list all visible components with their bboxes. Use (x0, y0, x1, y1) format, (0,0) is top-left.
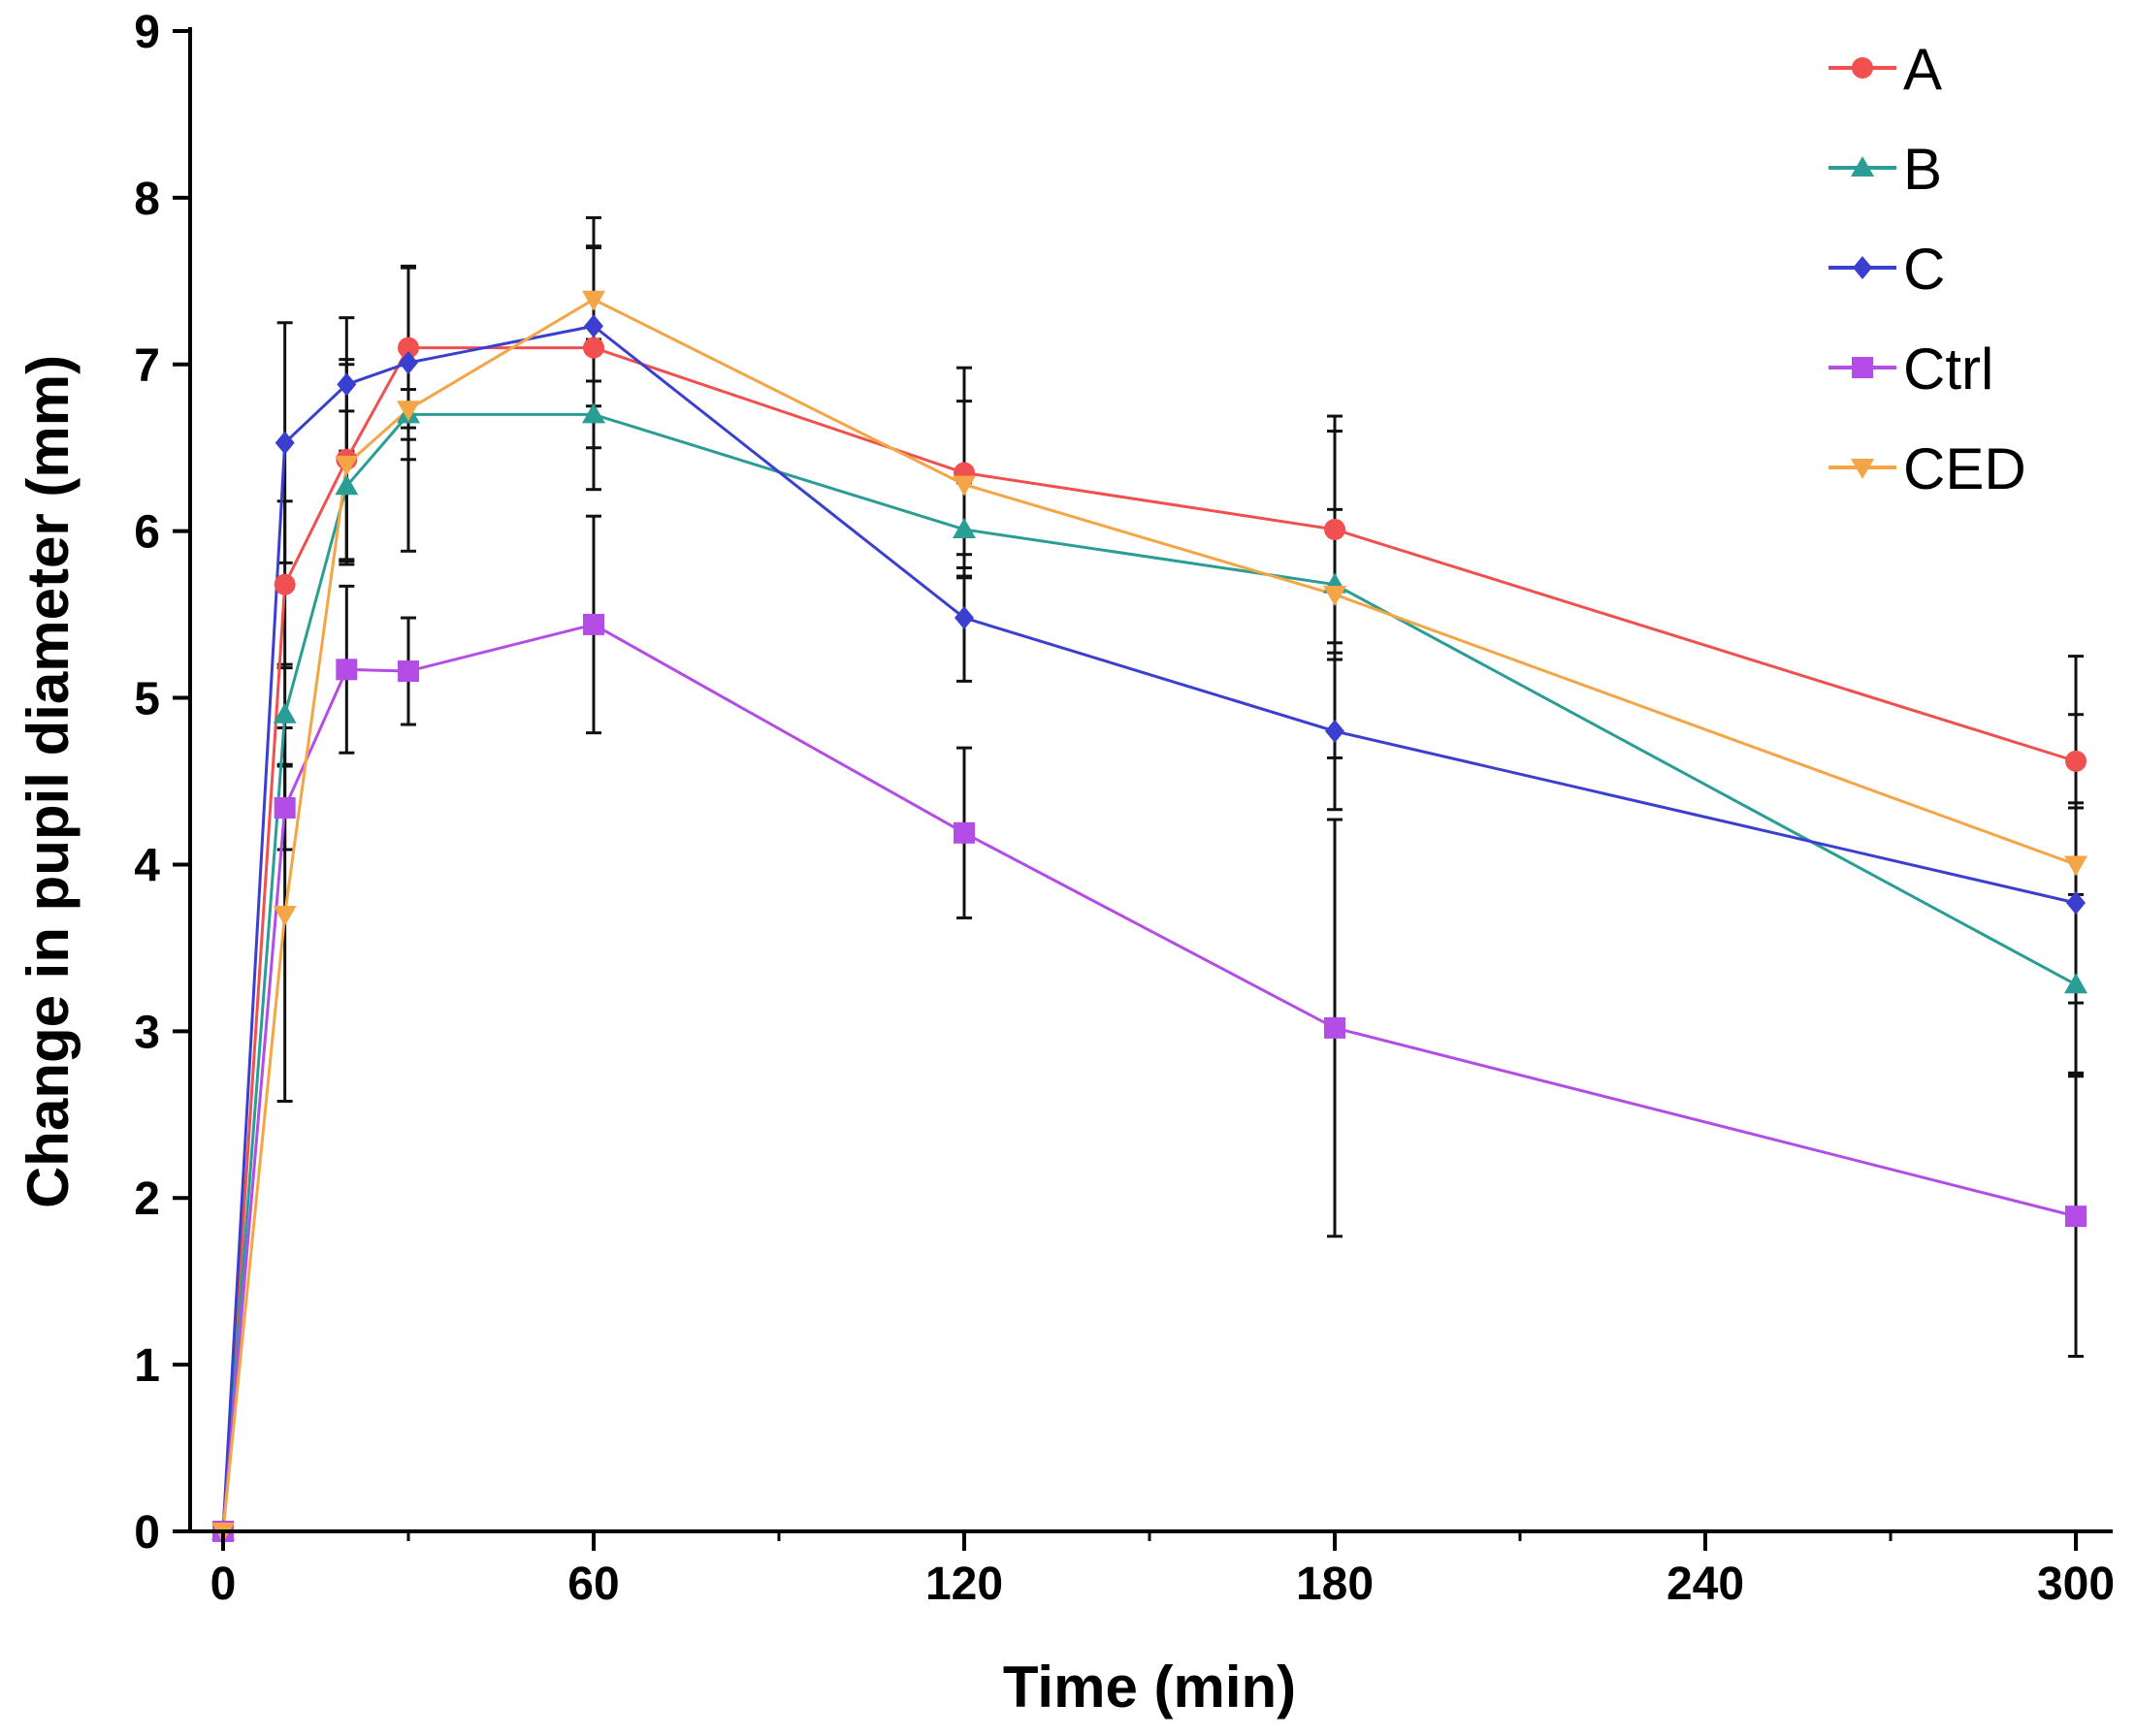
series-lines-layer (221, 298, 2077, 1532)
data-point-ctrl (398, 660, 419, 683)
y-tick-label: 0 (134, 1507, 160, 1559)
y-tick-label: 7 (134, 340, 160, 392)
x-tick-label: 240 (1667, 1559, 1744, 1610)
data-point-c (2066, 890, 2086, 915)
data-point-ctrl (1324, 1016, 1345, 1039)
data-point-ctrl (2065, 1206, 2087, 1228)
x-tick-label: 180 (1296, 1559, 1374, 1610)
series-line-c (221, 324, 2077, 1532)
series-line-a (221, 346, 2077, 1532)
legend-marker (1851, 156, 1874, 177)
axes: 0 1 2 3 4 5 6 7 8 9 0 60 120 180 240 300 (134, 7, 2115, 1610)
legend-label: CED (1903, 436, 2026, 501)
data-point-ced (273, 906, 297, 927)
legend-item-ced: CED (1829, 436, 2026, 501)
y-tick-label: 3 (134, 1007, 160, 1058)
data-point-c (584, 314, 603, 338)
data-point-c (955, 606, 974, 630)
data-point-ced (953, 475, 976, 497)
y-tick-label: 5 (134, 674, 160, 725)
plot-area (211, 216, 2087, 1543)
y-tick-label: 4 (134, 840, 160, 891)
y-axis-title: Change in pupil diameter (mm) (16, 355, 81, 1208)
y-tick-label: 8 (134, 174, 160, 225)
x-tick-label: 300 (2037, 1559, 2115, 1610)
data-point-a (1324, 518, 1345, 540)
data-point-b (2064, 973, 2087, 994)
series-line-ced (221, 298, 2077, 1532)
legend-marker (1853, 256, 1872, 279)
legend-marker (1852, 57, 1873, 79)
series-markers-layer (211, 290, 2087, 1543)
legend-label: A (1903, 37, 1942, 102)
legend-label: B (1903, 137, 1942, 202)
legend-item-ctrl: Ctrl (1829, 337, 1993, 402)
legend-item-a: A (1829, 37, 1942, 102)
data-point-c (337, 372, 357, 397)
legend: ABC Ctrl CED (1829, 37, 2026, 501)
legend-item-c: C (1829, 237, 1945, 302)
data-point-b (335, 474, 359, 496)
data-point-a (2065, 750, 2087, 772)
y-tick-label: 1 (134, 1340, 160, 1392)
x-tick-label: 60 (567, 1559, 619, 1610)
data-point-b (273, 702, 297, 723)
y-tick-label: 6 (134, 507, 160, 559)
data-point-c (399, 351, 418, 375)
data-point-b (582, 402, 605, 424)
data-point-c (1325, 719, 1344, 743)
data-point-ctrl (583, 613, 604, 635)
y-tick-label: 2 (134, 1173, 160, 1225)
x-tick-label: 120 (925, 1559, 1003, 1610)
data-point-a (583, 337, 604, 359)
x-axis-title: Time (min) (1003, 1655, 1296, 1720)
series-line-ctrl (221, 623, 2077, 1532)
y-axis-ticks: 0 1 2 3 4 5 6 7 8 9 (134, 7, 190, 1559)
legend-marker (1852, 357, 1873, 378)
data-point-ctrl (336, 659, 358, 681)
x-tick-label: 0 (210, 1559, 237, 1610)
data-point-ctrl (954, 821, 975, 844)
legend-label: Ctrl (1903, 337, 1993, 402)
data-point-c (275, 431, 295, 455)
data-point-a (398, 337, 419, 359)
data-point-ctrl (274, 797, 296, 820)
data-point-ced (582, 290, 605, 311)
data-point-ced (2064, 855, 2087, 877)
data-point-ced (1323, 585, 1346, 606)
series-line-b (221, 412, 2077, 1532)
y-tick-label: 9 (134, 7, 160, 58)
data-point-b (953, 517, 976, 538)
error-bars-layer (276, 216, 2084, 1359)
x-axis-ticks: 0 60 120 180 240 300 (210, 1531, 2115, 1610)
data-point-ced (397, 401, 420, 422)
legend-marker (1851, 459, 1874, 479)
legend-item-b: B (1829, 137, 1942, 202)
series-group (211, 216, 2087, 1543)
data-point-a (274, 573, 296, 595)
data-point-ced (335, 455, 359, 476)
legend-label: C (1903, 237, 1945, 302)
